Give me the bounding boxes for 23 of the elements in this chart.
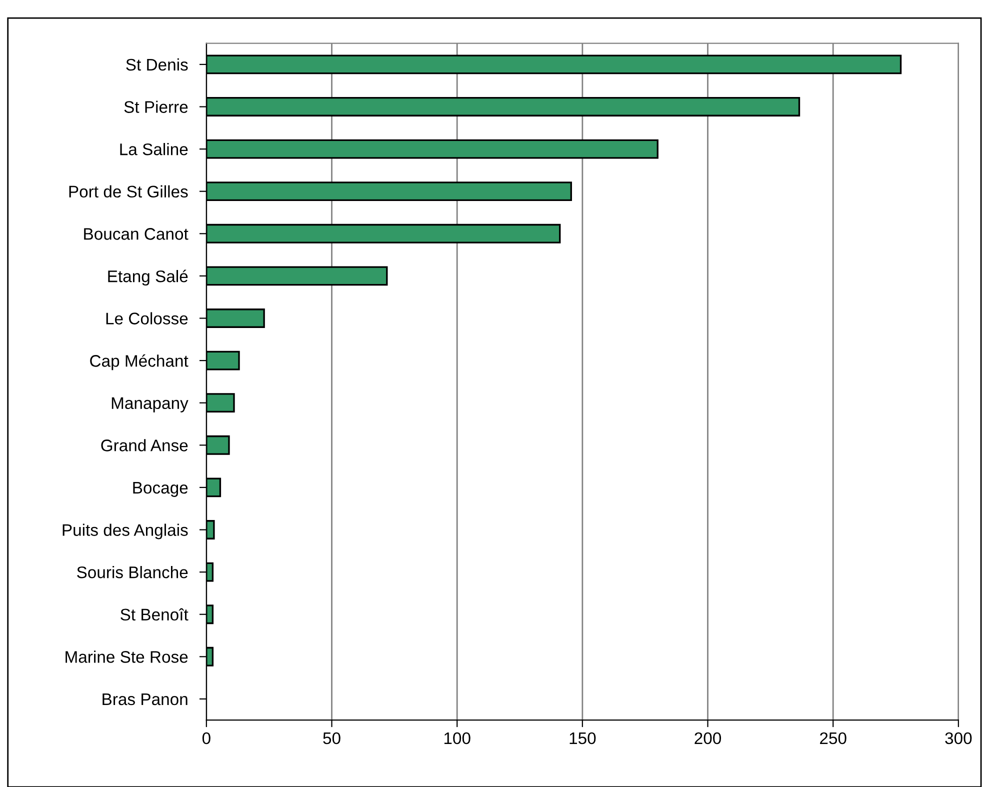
y-tick-label: Le Colosse — [106, 312, 188, 324]
y-tick-label: Manapany — [112, 397, 188, 412]
x-tick-label: 250 — [820, 732, 846, 744]
y-tick-label: St Benoît — [120, 608, 188, 621]
y-tick-label: Port de St Gilles — [69, 185, 188, 198]
y-tick-label: Souris Blanche — [77, 566, 188, 578]
y-tick-label: La Saline — [120, 143, 188, 156]
y-tick-label: St Denis — [126, 58, 188, 71]
y-tick-label: Etang Salé — [108, 270, 188, 286]
y-tick-label: St Pierre — [124, 100, 188, 113]
x-tick-label: 200 — [694, 732, 722, 744]
x-tick-label: 300 — [945, 732, 972, 744]
x-tick-label: 0 — [202, 732, 210, 744]
y-tick-label: Cap Méchant — [90, 354, 188, 370]
x-tick-label: 50 — [323, 732, 340, 744]
y-tick-label: Puits des Anglais — [62, 524, 188, 540]
x-tick-label: 100 — [444, 732, 470, 744]
y-tick-label: Grand Anse — [101, 439, 188, 452]
x-tick-label: 150 — [570, 732, 596, 744]
y-tick-label: Boucan Canot — [84, 228, 188, 240]
y-tick-label: Bras Panon — [102, 694, 188, 706]
y-tick-label: Marine Ste Rose — [66, 650, 188, 663]
y-tick-label: Bocage — [133, 482, 188, 497]
